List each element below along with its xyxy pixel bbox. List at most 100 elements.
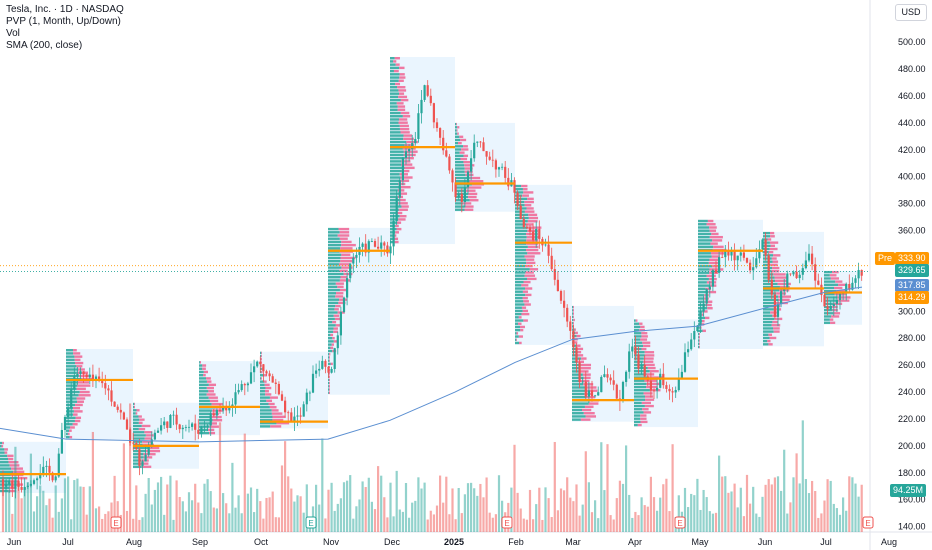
profile-bar-down: [581, 357, 586, 359]
symbol-title[interactable]: Tesla, Inc. · 1D · NASDAQ: [6, 4, 124, 16]
candle-down: [489, 157, 491, 160]
profile-bar-up: [698, 223, 707, 225]
profile-bar-down: [329, 385, 330, 387]
volume-bar-down: [126, 511, 128, 532]
volume-bar-up: [414, 501, 416, 532]
profile-bar-down: [525, 255, 535, 257]
profile-bar-down: [526, 249, 538, 251]
candle-up: [594, 395, 596, 396]
pvp-indicator-label[interactable]: PVP (1, Month, Up/Down): [6, 16, 124, 28]
volume-bar-down: [827, 479, 829, 532]
profile-bar-down: [772, 257, 777, 259]
candle-up: [253, 366, 255, 372]
volume-indicator-label[interactable]: Vol: [6, 28, 124, 40]
profile-bar-down: [213, 419, 223, 421]
profile-bar-down: [707, 307, 712, 309]
profile-bar-down: [265, 390, 269, 392]
volume-bar-up: [337, 504, 339, 532]
candle-up: [306, 393, 308, 405]
profile-bar-down: [396, 228, 401, 230]
profile-bar-up: [763, 257, 772, 259]
volume-bar-down: [560, 488, 562, 532]
profile-bar-down: [703, 330, 706, 332]
volume-bar-down: [92, 432, 94, 532]
profile-bar-up: [698, 239, 712, 241]
volume-bar-up: [718, 456, 720, 532]
profile-bar-up: [763, 318, 774, 320]
profile-bar-down: [464, 209, 473, 211]
currency-button[interactable]: USD: [895, 4, 927, 21]
profile-bar-down: [773, 254, 780, 256]
volume-bar-up: [234, 508, 236, 532]
profile-bar-down: [207, 387, 214, 389]
profile-bar-up: [133, 456, 144, 458]
candle-up: [703, 303, 705, 311]
profile-bar-down: [527, 252, 540, 254]
profile-bar-down: [139, 422, 143, 424]
profile-bar-up: [390, 57, 395, 59]
candle-down: [721, 257, 723, 258]
volume-bar-up: [420, 489, 422, 532]
volume-bar-up: [24, 488, 26, 532]
candle-up: [464, 187, 466, 202]
profile-bar-down: [778, 299, 790, 301]
candle-up: [141, 461, 143, 466]
candle-up: [321, 361, 323, 369]
volume-bar-up: [79, 487, 81, 532]
profile-bar-down: [712, 239, 722, 241]
profile-bar-up: [572, 319, 573, 321]
candle-up: [699, 312, 701, 326]
profile-bar-up: [66, 429, 69, 431]
candle-down: [244, 384, 246, 385]
profile-bar-up: [515, 255, 525, 257]
profile-bar-down: [335, 305, 340, 307]
x-tick-label: Jul: [820, 537, 832, 547]
profile-bar-up: [199, 377, 206, 379]
profile-bar-down: [573, 316, 574, 318]
volume-bar-down: [789, 502, 791, 532]
candle-down: [83, 371, 85, 374]
candle-down: [386, 246, 388, 254]
sma-indicator-label[interactable]: SMA (200, close): [6, 40, 124, 52]
profile-bar-up: [824, 322, 830, 324]
profile-bar-up: [515, 239, 526, 241]
candle-up: [337, 335, 339, 348]
volume-bar-down: [281, 465, 283, 532]
profile-bar-down: [770, 235, 775, 237]
candle-down: [433, 103, 435, 122]
volume-bar-up: [805, 479, 807, 532]
profile-bar-up: [824, 280, 835, 282]
profile-bar-up: [572, 312, 573, 314]
volume-bar-up: [802, 420, 804, 532]
volume-bar-up: [36, 496, 38, 532]
volume-bar-down: [817, 518, 819, 532]
profile-bar-up: [515, 274, 525, 276]
profile-bar-down: [707, 281, 716, 283]
profile-bar-down: [699, 343, 700, 345]
profile-bar-down: [5, 451, 8, 453]
candle-up: [830, 306, 832, 309]
profile-bar-up: [66, 420, 75, 422]
svg-text:E: E: [504, 519, 509, 528]
volume-bar-up: [250, 487, 252, 532]
profile-bar-up: [698, 271, 709, 273]
candle-down: [123, 412, 125, 419]
y-tick-label: 380.00: [898, 199, 926, 209]
profile-bar-up: [763, 235, 770, 237]
volume-bar-down: [616, 498, 618, 532]
profile-bar-up: [66, 355, 74, 357]
profile-bar-up: [133, 403, 134, 405]
profile-bar-up: [572, 316, 573, 318]
profile-bar-up: [515, 220, 528, 222]
volume-bar-up: [253, 512, 255, 532]
profile-bar-down: [272, 416, 285, 418]
candle-up: [355, 255, 357, 258]
profile-bar-down: [18, 477, 28, 479]
candle-down: [557, 280, 559, 291]
volume-bar-down: [383, 497, 385, 532]
volume-bar-up: [169, 476, 171, 532]
profile-bar-down: [399, 92, 404, 94]
volume-bar-down: [262, 519, 264, 532]
profile-bar-down: [269, 403, 275, 405]
